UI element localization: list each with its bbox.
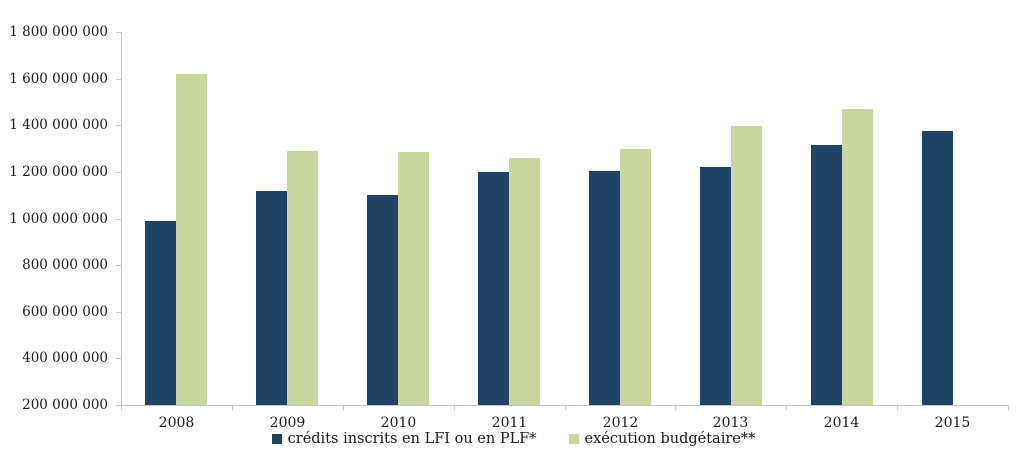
x-axis-category-label: 2008 — [158, 415, 195, 431]
legend-swatch-icon — [271, 434, 282, 444]
bar-lfi-2011 — [478, 172, 509, 405]
y-axis-tick-label: 1 400 000 000 — [9, 117, 108, 134]
bar-execution-2012 — [620, 149, 651, 405]
y-axis-tick-label: 1 000 000 000 — [9, 210, 108, 227]
bar-lfi-2013 — [700, 167, 731, 405]
y-axis-tick-label: 1 600 000 000 — [9, 70, 108, 87]
x-axis-tick-mark — [454, 406, 455, 410]
y-axis-tick-label: 800 000 000 — [22, 257, 108, 274]
x-axis-tick-mark — [121, 406, 122, 410]
x-axis-tick-mark — [897, 406, 898, 410]
legend-label: exécution budgétaire** — [584, 431, 756, 447]
bar-lfi-2010 — [367, 195, 398, 405]
legend-label: crédits inscrits en LFI ou en PLF* — [287, 431, 537, 447]
x-axis-category-label: 2010 — [380, 415, 417, 431]
y-axis-tick-label: 400 000 000 — [22, 350, 108, 367]
y-axis-tick-label: 600 000 000 — [22, 303, 108, 320]
y-axis-tick-mark — [116, 358, 121, 360]
legend: crédits inscrits en LFI ou en PLF* exécut… — [0, 431, 1027, 447]
x-axis-category-label: 2015 — [934, 415, 971, 431]
y-axis-tick-label: 200 000 000 — [22, 397, 108, 413]
legend-item-lfi: crédits inscrits en LFI ou en PLF* — [271, 431, 537, 447]
bar-execution-2011 — [509, 158, 540, 405]
y-axis-tick-mark — [116, 405, 121, 406]
y-axis-tick-label: 1 200 000 000 — [9, 163, 108, 180]
bar-execution-2014 — [842, 109, 873, 405]
y-axis-tick-label: 1 800 000 000 — [9, 24, 108, 40]
bar-execution-2013 — [731, 126, 762, 405]
x-axis-tick-mark — [232, 406, 233, 410]
bar-execution-2010 — [398, 152, 429, 405]
y-axis-tick-mark — [116, 125, 121, 127]
x-axis-tick-mark — [675, 406, 676, 410]
bar-lfi-2009 — [256, 191, 287, 405]
y-axis-tick-mark — [116, 78, 121, 80]
x-axis-category-label: 2011 — [491, 415, 528, 431]
x-axis-category-label: 2009 — [269, 415, 306, 431]
x-axis-category-label: 2012 — [602, 415, 639, 431]
y-axis-tick-mark — [116, 218, 121, 220]
x-axis-line — [121, 405, 1009, 406]
x-axis-tick-mark — [343, 406, 344, 410]
bar-execution-2008 — [176, 74, 207, 405]
bar-lfi-2015 — [922, 131, 953, 405]
x-axis-tick-mark — [565, 406, 566, 410]
x-axis-category-label: 2013 — [712, 415, 749, 431]
y-axis-tick-mark — [116, 311, 121, 313]
y-axis-tick-mark — [116, 265, 121, 267]
x-axis-category-label: 2014 — [823, 415, 860, 431]
y-axis-tick-mark — [116, 171, 121, 173]
bar-lfi-2008 — [145, 221, 176, 405]
legend-swatch-icon — [568, 434, 579, 444]
bar-lfi-2014 — [811, 145, 842, 405]
x-axis-tick-mark — [1008, 406, 1009, 410]
bar-lfi-2012 — [589, 171, 620, 405]
x-axis-tick-mark — [786, 406, 787, 410]
y-axis-tick-mark — [116, 32, 121, 33]
bar-execution-2009 — [287, 151, 318, 405]
legend-item-execution: exécution budgétaire** — [568, 431, 756, 447]
y-axis-line — [121, 32, 122, 405]
